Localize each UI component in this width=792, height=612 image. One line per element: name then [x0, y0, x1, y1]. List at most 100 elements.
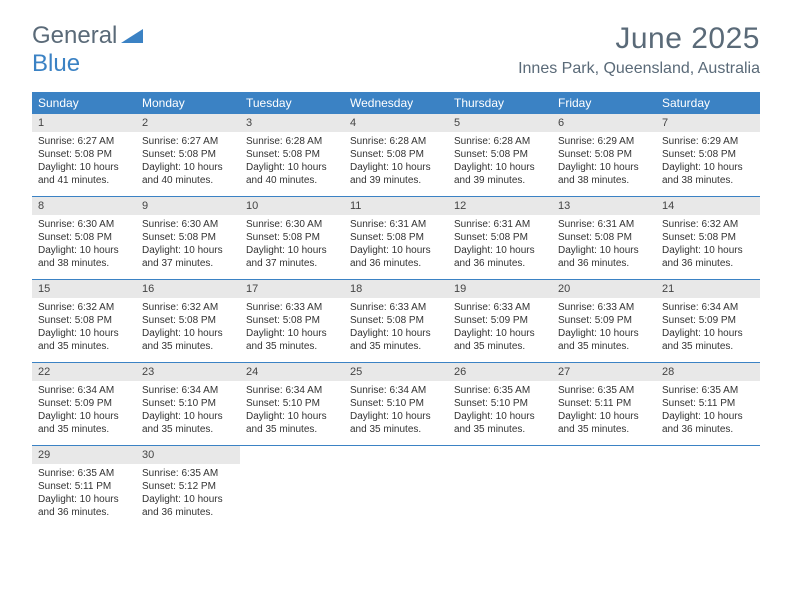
day-body: Sunrise: 6:35 AMSunset: 5:11 PMDaylight:…: [552, 381, 656, 442]
day-body: Sunrise: 6:27 AMSunset: 5:08 PMDaylight:…: [136, 132, 240, 193]
sunrise-line: Sunrise: 6:35 AM: [454, 384, 546, 397]
sunset-line: Sunset: 5:08 PM: [142, 231, 234, 244]
day-number: 26: [448, 363, 552, 381]
daylight-line: Daylight: 10 hours and 36 minutes.: [454, 244, 546, 270]
dow-cell: Saturday: [656, 92, 760, 114]
sunrise-line: Sunrise: 6:28 AM: [246, 135, 338, 148]
day-number: 27: [552, 363, 656, 381]
daylight-line: Daylight: 10 hours and 38 minutes.: [662, 161, 754, 187]
day-cell: 30Sunrise: 6:35 AMSunset: 5:12 PMDayligh…: [136, 446, 240, 528]
dow-cell: Tuesday: [240, 92, 344, 114]
daylight-line: Daylight: 10 hours and 35 minutes.: [246, 327, 338, 353]
sunrise-line: Sunrise: 6:35 AM: [558, 384, 650, 397]
sunrise-line: Sunrise: 6:35 AM: [38, 467, 130, 480]
day-number: 11: [344, 197, 448, 215]
day-number: 12: [448, 197, 552, 215]
sunrise-line: Sunrise: 6:30 AM: [246, 218, 338, 231]
week-row: 15Sunrise: 6:32 AMSunset: 5:08 PMDayligh…: [32, 280, 760, 363]
day-cell: 5 Sunrise: 6:28 AMSunset: 5:08 PMDaylight…: [448, 114, 552, 196]
day-body: Sunrise: 6:35 AMSunset: 5:11 PMDaylight:…: [32, 464, 136, 525]
day-number: [552, 446, 656, 464]
dow-cell: Monday: [136, 92, 240, 114]
day-number: 19: [448, 280, 552, 298]
daylight-line: Daylight: 10 hours and 36 minutes.: [142, 493, 234, 519]
day-cell: 12Sunrise: 6:31 AMSunset: 5:08 PMDayligh…: [448, 197, 552, 279]
sunrise-line: Sunrise: 6:27 AM: [142, 135, 234, 148]
daylight-line: Daylight: 10 hours and 36 minutes.: [350, 244, 442, 270]
title-block: June 2025 Innes Park, Queensland, Austra…: [518, 22, 760, 78]
sunset-line: Sunset: 5:08 PM: [142, 148, 234, 161]
day-cell: 20Sunrise: 6:33 AMSunset: 5:09 PMDayligh…: [552, 280, 656, 362]
sunset-line: Sunset: 5:08 PM: [350, 314, 442, 327]
sunrise-line: Sunrise: 6:31 AM: [454, 218, 546, 231]
daylight-line: Daylight: 10 hours and 35 minutes.: [246, 410, 338, 436]
sunset-line: Sunset: 5:09 PM: [38, 397, 130, 410]
day-cell: 9Sunrise: 6:30 AMSunset: 5:08 PMDaylight…: [136, 197, 240, 279]
day-body: Sunrise: 6:33 AMSunset: 5:09 PMDaylight:…: [552, 298, 656, 359]
day-cell: 22Sunrise: 6:34 AMSunset: 5:09 PMDayligh…: [32, 363, 136, 445]
sunrise-line: Sunrise: 6:31 AM: [350, 218, 442, 231]
day-cell: 7Sunrise: 6:29 AMSunset: 5:08 PMDaylight…: [656, 114, 760, 196]
sunrise-line: Sunrise: 6:33 AM: [454, 301, 546, 314]
day-cell: 16Sunrise: 6:32 AMSunset: 5:08 PMDayligh…: [136, 280, 240, 362]
day-body: Sunrise: 6:35 AMSunset: 5:11 PMDaylight:…: [656, 381, 760, 442]
day-cell: 19Sunrise: 6:33 AMSunset: 5:09 PMDayligh…: [448, 280, 552, 362]
sunrise-line: Sunrise: 6:29 AM: [662, 135, 754, 148]
day-body: Sunrise: 6:32 AMSunset: 5:08 PMDaylight:…: [32, 298, 136, 359]
daylight-line: Daylight: 10 hours and 35 minutes.: [454, 410, 546, 436]
day-body: Sunrise: 6:34 AMSunset: 5:10 PMDaylight:…: [136, 381, 240, 442]
day-body: Sunrise: 6:32 AMSunset: 5:08 PMDaylight:…: [656, 215, 760, 276]
day-body: Sunrise: 6:30 AMSunset: 5:08 PMDaylight:…: [240, 215, 344, 276]
day-cell: [344, 446, 448, 528]
sunset-line: Sunset: 5:10 PM: [142, 397, 234, 410]
sunrise-line: Sunrise: 6:27 AM: [38, 135, 130, 148]
day-cell: 21Sunrise: 6:34 AMSunset: 5:09 PMDayligh…: [656, 280, 760, 362]
daylight-line: Daylight: 10 hours and 35 minutes.: [558, 327, 650, 353]
day-number: 30: [136, 446, 240, 464]
day-number: 3: [240, 114, 344, 132]
sunset-line: Sunset: 5:08 PM: [454, 148, 546, 161]
sunrise-line: Sunrise: 6:30 AM: [38, 218, 130, 231]
dow-cell: Friday: [552, 92, 656, 114]
sunrise-line: Sunrise: 6:34 AM: [142, 384, 234, 397]
day-cell: 29Sunrise: 6:35 AMSunset: 5:11 PMDayligh…: [32, 446, 136, 528]
sunset-line: Sunset: 5:08 PM: [38, 148, 130, 161]
daylight-line: Daylight: 10 hours and 36 minutes.: [558, 244, 650, 270]
day-number: 5: [448, 114, 552, 132]
sunset-line: Sunset: 5:08 PM: [246, 314, 338, 327]
day-body: Sunrise: 6:31 AMSunset: 5:08 PMDaylight:…: [344, 215, 448, 276]
sunset-line: Sunset: 5:12 PM: [142, 480, 234, 493]
sunset-line: Sunset: 5:10 PM: [454, 397, 546, 410]
daylight-line: Daylight: 10 hours and 39 minutes.: [454, 161, 546, 187]
day-body: Sunrise: 6:29 AMSunset: 5:08 PMDaylight:…: [552, 132, 656, 193]
sunset-line: Sunset: 5:11 PM: [662, 397, 754, 410]
day-number: 6: [552, 114, 656, 132]
sunrise-line: Sunrise: 6:28 AM: [454, 135, 546, 148]
sunset-line: Sunset: 5:08 PM: [350, 231, 442, 244]
daylight-line: Daylight: 10 hours and 35 minutes.: [142, 327, 234, 353]
week-row: 29Sunrise: 6:35 AMSunset: 5:11 PMDayligh…: [32, 446, 760, 528]
day-cell: 4Sunrise: 6:28 AMSunset: 5:08 PMDaylight…: [344, 114, 448, 196]
day-number: 21: [656, 280, 760, 298]
logo-text-1: General: [32, 22, 117, 50]
daylight-line: Daylight: 10 hours and 36 minutes.: [662, 244, 754, 270]
day-body: Sunrise: 6:30 AMSunset: 5:08 PMDaylight:…: [136, 215, 240, 276]
day-number: 15: [32, 280, 136, 298]
location: Innes Park, Queensland, Australia: [518, 60, 760, 78]
day-number: 23: [136, 363, 240, 381]
sunset-line: Sunset: 5:10 PM: [246, 397, 338, 410]
day-number: 9: [136, 197, 240, 215]
day-cell: 14Sunrise: 6:32 AMSunset: 5:08 PMDayligh…: [656, 197, 760, 279]
sunrise-line: Sunrise: 6:33 AM: [246, 301, 338, 314]
day-body: Sunrise: 6:34 AMSunset: 5:09 PMDaylight:…: [656, 298, 760, 359]
daylight-line: Daylight: 10 hours and 39 minutes.: [350, 161, 442, 187]
day-body: Sunrise: 6:27 AMSunset: 5:08 PMDaylight:…: [32, 132, 136, 193]
day-cell: [240, 446, 344, 528]
day-cell: 23Sunrise: 6:34 AMSunset: 5:10 PMDayligh…: [136, 363, 240, 445]
daylight-line: Daylight: 10 hours and 35 minutes.: [662, 327, 754, 353]
sunrise-line: Sunrise: 6:32 AM: [38, 301, 130, 314]
sunrise-line: Sunrise: 6:34 AM: [662, 301, 754, 314]
calendar: SundayMondayTuesdayWednesdayThursdayFrid…: [32, 92, 760, 528]
sunrise-line: Sunrise: 6:30 AM: [142, 218, 234, 231]
daylight-line: Daylight: 10 hours and 36 minutes.: [38, 493, 130, 519]
